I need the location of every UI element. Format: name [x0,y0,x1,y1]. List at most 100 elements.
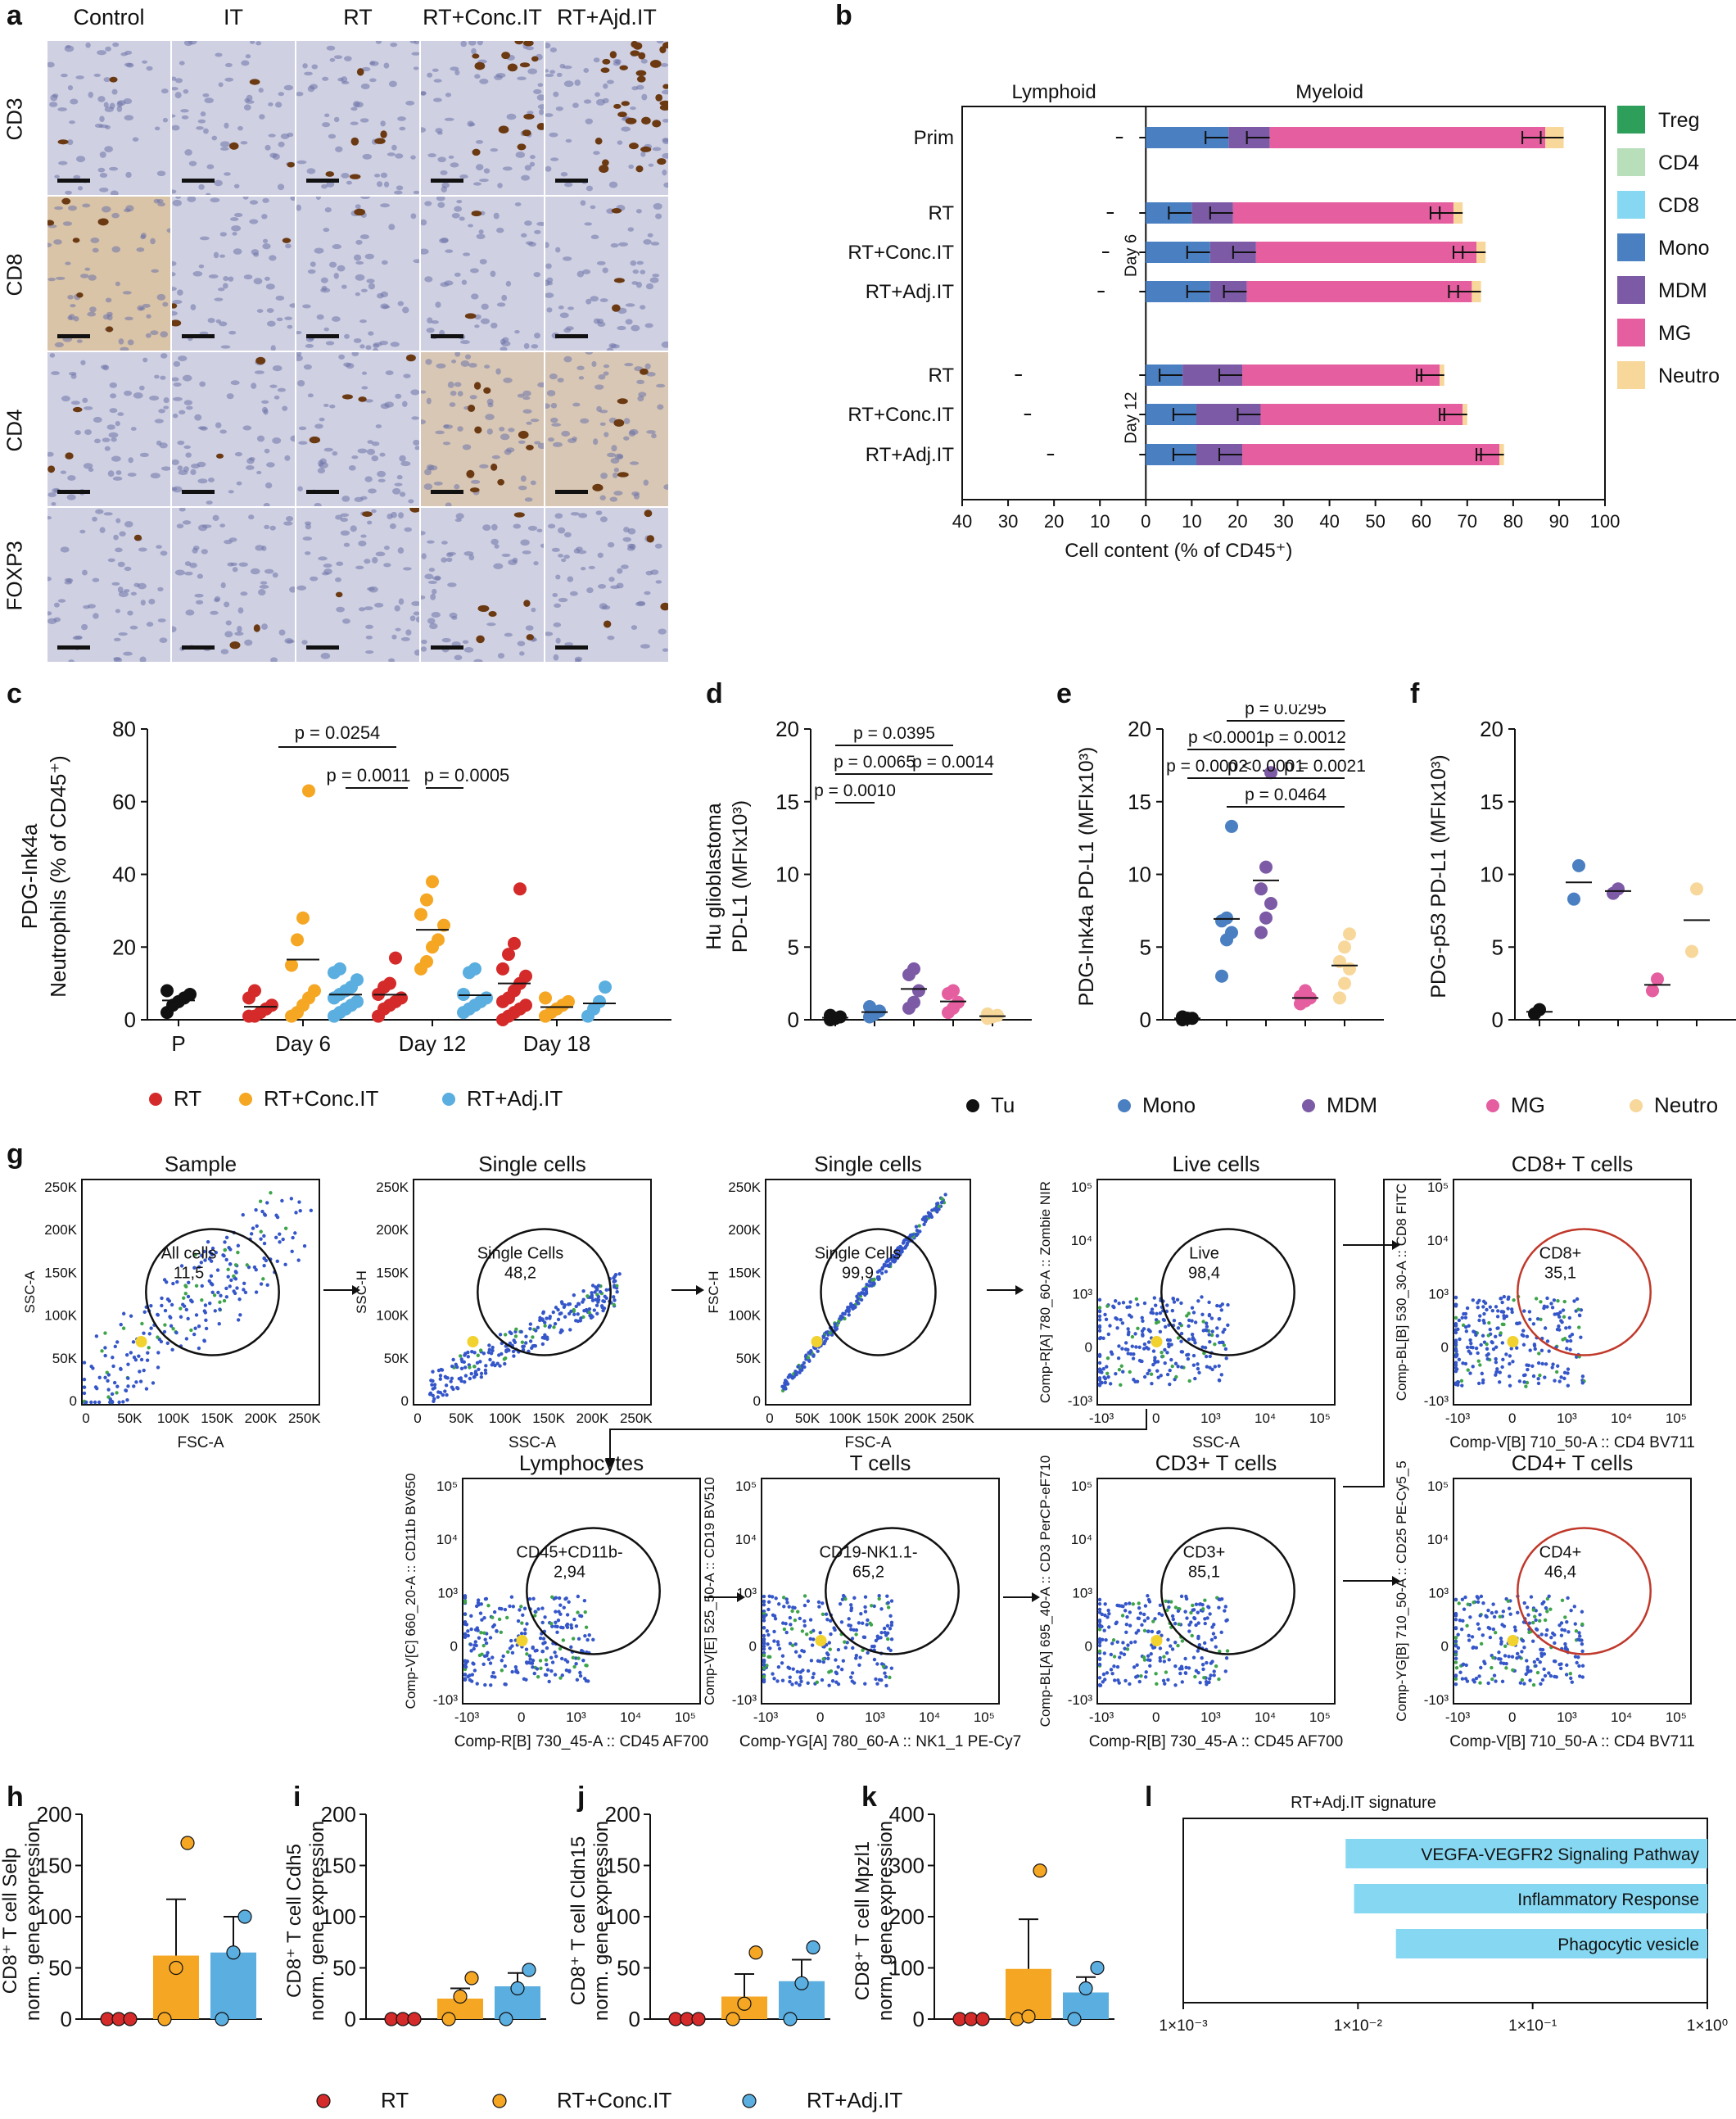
legend-label: RT+Conc.IT [557,2088,672,2112]
event-dot [1203,1598,1207,1602]
event-dot [1142,1658,1147,1662]
nucleus [474,324,480,328]
event-dot [450,1376,454,1380]
histology-image [47,352,170,506]
event-dot [793,1642,798,1646]
nucleus [207,317,215,324]
nucleus [148,598,156,604]
event-dot [1539,1682,1543,1687]
event-dot [1162,1318,1166,1323]
nucleus [82,397,88,403]
event-dot [1464,1329,1469,1333]
event-dot [519,1605,523,1609]
event-dot [1481,1633,1485,1637]
event-dot [788,1679,792,1684]
event-dot [466,1355,471,1359]
event-dot [1097,1367,1102,1371]
event-dot [1503,1654,1508,1658]
nucleus [427,580,437,585]
event-dot [1165,1351,1169,1355]
event-dot [915,1229,920,1233]
stained-cell [517,143,527,151]
event-dot [1457,1318,1462,1323]
event-dot [1191,1608,1195,1612]
stained-cell [523,113,535,120]
event-dot [884,1683,888,1688]
event-dot [1520,1650,1524,1654]
event-dot [520,1621,524,1625]
event-dot [1521,1329,1526,1333]
y-tick-label: 250K [728,1179,761,1195]
nucleus [101,364,108,369]
nucleus [625,319,633,325]
gate-label: CD19-NK1.1- [819,1543,917,1561]
y-axis-label: CD8⁺ T cell Selp [0,1848,21,1994]
y-axis-label: SSC-H [354,1270,369,1314]
data-point [1078,1981,1093,1996]
nucleus [462,444,472,451]
nucleus [599,516,608,523]
event-dot [1113,1299,1118,1303]
nucleus [296,355,304,362]
event-dot [491,1345,495,1350]
event-dot [1224,1356,1228,1361]
event-dot [543,1673,548,1677]
event-dot [1203,1621,1207,1626]
nucleus [107,558,115,563]
data-point [302,784,315,798]
event-dot [1110,1671,1114,1676]
event-dot [489,1352,494,1356]
event-dot [1223,1609,1227,1613]
gate-connector [1343,1179,1441,1487]
event-dot [1196,1649,1200,1653]
event-dot [82,1377,87,1382]
event-dot [1134,1345,1138,1349]
event-dot [1479,1594,1484,1599]
stained-cell [473,382,481,390]
event-dot [1105,1356,1110,1361]
event-dot [117,1400,121,1405]
event-dot [1117,1367,1122,1372]
event-dot [571,1655,576,1660]
nucleus [602,267,608,274]
nucleus [272,364,283,372]
x-tick-label: 50K [795,1410,821,1426]
event-dot [502,1357,507,1361]
event-dot [1526,1665,1530,1669]
event-dot [829,1632,833,1637]
event-dot [509,1638,513,1643]
event-dot [1133,1675,1138,1679]
event-dot [1461,1361,1465,1365]
event-dot [849,1606,854,1610]
event-dot [1217,1605,1221,1610]
event-dot [1469,1345,1473,1350]
nucleus [129,625,138,630]
event-dot [1208,1339,1212,1344]
nucleus [106,424,115,430]
event-dot [468,1365,472,1370]
event-dot [1171,1296,1175,1301]
event-dot [466,1633,470,1638]
event-dot [877,1678,882,1682]
x-tick-label: 50 [1365,511,1385,532]
nucleus [565,326,574,331]
event-dot [1476,1622,1481,1626]
event-dot [1111,1638,1116,1642]
y-tick-label: -10³ [732,1692,757,1708]
event-dot [1187,1318,1191,1323]
event-dot [576,1637,581,1641]
event-dot [455,1386,459,1390]
nucleus [172,199,182,206]
legend-label: Tu [991,1093,1015,1117]
event-dot [800,1363,804,1368]
event-dot [785,1601,789,1605]
nucleus [136,247,145,252]
nucleus [644,363,651,370]
nucleus [74,635,83,640]
nucleus [365,636,373,640]
y-tick-label: 5 [788,935,799,959]
event-dot [519,1632,524,1636]
event-dot [115,1384,120,1388]
histology-grid: Control IT RT RT+Conc.IT RT+Ajd.IT CD3 CD8 CD4 F… [2,5,670,668]
nucleus [380,203,390,208]
